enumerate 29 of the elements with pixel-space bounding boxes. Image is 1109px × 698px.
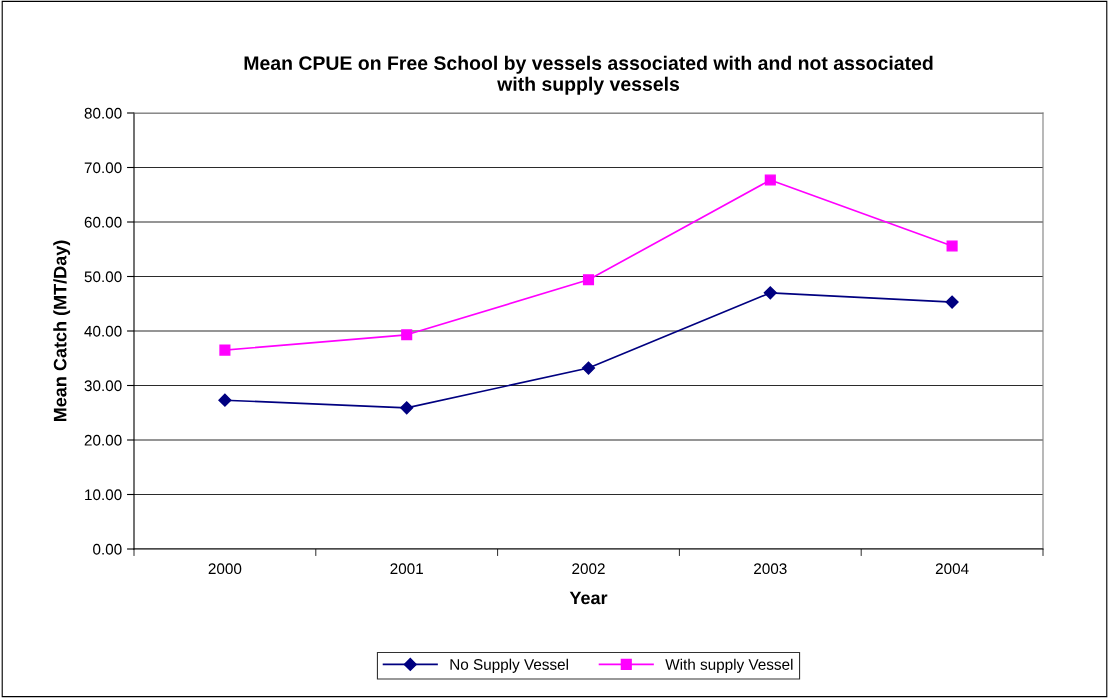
chart-title: Mean CPUE on Free School by vessels associated with and not associated with supply vessels <box>244 55 933 95</box>
y-tick-label: 80.00 <box>84 107 122 119</box>
y-tick-label: 20.00 <box>84 434 122 446</box>
point <box>218 393 232 407</box>
y-tick-label: 70.00 <box>84 162 122 174</box>
point <box>219 344 231 356</box>
x-tick-label: 2001 <box>390 563 423 575</box>
y-axis-title: Mean Catch (MT/Day) <box>53 240 71 422</box>
point <box>401 329 413 341</box>
point <box>763 286 777 300</box>
point <box>945 295 959 309</box>
x-axis-title: Year <box>569 591 608 605</box>
legend-label: With supply Vessel <box>665 658 793 673</box>
y-tick-label: 50.00 <box>84 271 122 283</box>
x-tick-label: 2000 <box>208 563 242 575</box>
y-tick-label: 30.00 <box>84 380 122 392</box>
y-tick-label: 0.00 <box>93 543 122 555</box>
point <box>946 240 958 252</box>
x-tick-label: 2004 <box>935 563 969 575</box>
x-tick-label: 2003 <box>754 563 787 575</box>
point <box>764 174 776 186</box>
point <box>582 274 595 286</box>
point <box>400 401 414 415</box>
y-tick-label: 10.00 <box>85 489 122 501</box>
point <box>581 361 596 375</box>
x-tick-label: 2002 <box>572 563 605 575</box>
legend-label: No Supply Vessel <box>450 658 568 673</box>
y-tick-label: 60.00 <box>84 216 122 228</box>
y-tick-label: 40.00 <box>84 325 122 337</box>
